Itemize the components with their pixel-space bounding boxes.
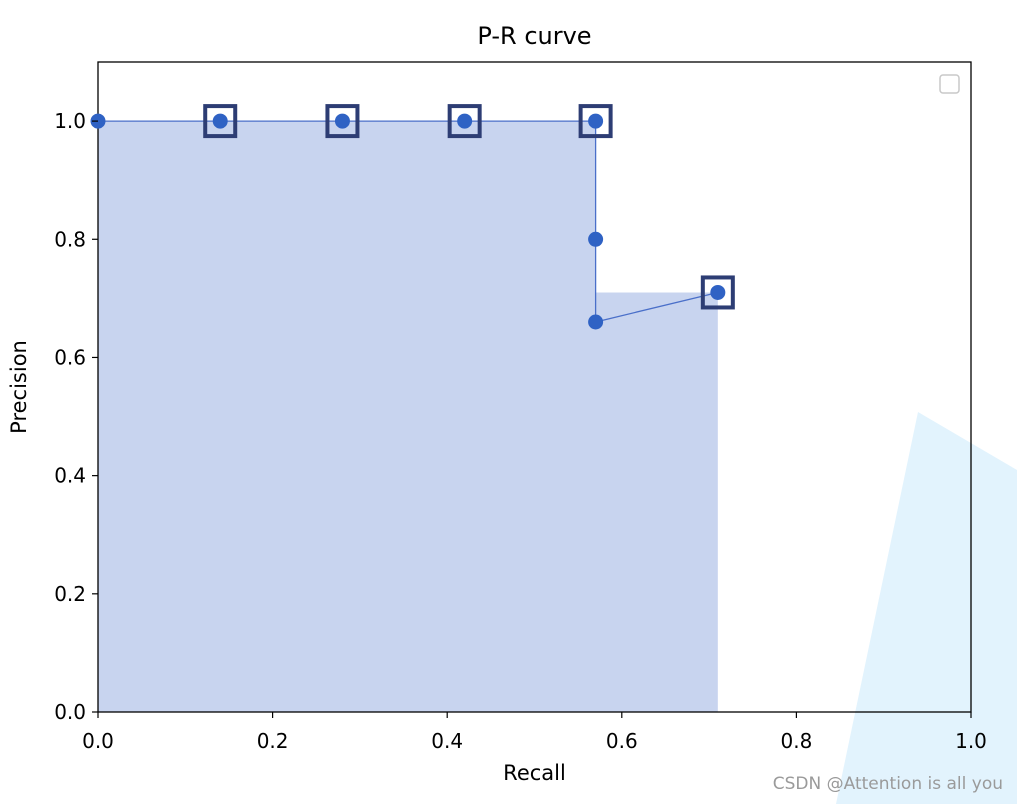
highlight-box-2 xyxy=(447,104,482,139)
data-point-4 xyxy=(588,113,604,129)
data-point-5 xyxy=(588,231,604,247)
watermark-text: CSDN @Attention is all you xyxy=(772,774,1003,794)
y-tick-label-1: 0.2 xyxy=(54,582,86,606)
x-tick-label-3: 0.6 xyxy=(606,729,638,753)
y-tick-label-4: 0.8 xyxy=(54,227,86,251)
data-point-7 xyxy=(710,284,726,300)
data-point-2 xyxy=(334,113,350,129)
data-point-1 xyxy=(212,113,228,129)
y-axis-label: Precision xyxy=(7,340,31,434)
y-tick-label-0: 0.0 xyxy=(54,700,86,724)
highlight-box-0 xyxy=(203,104,238,139)
x-tick-label-2: 0.4 xyxy=(431,729,463,753)
background-decoration xyxy=(836,412,1017,804)
plot-frame xyxy=(97,61,972,713)
y-tick-label-2: 0.4 xyxy=(54,464,86,488)
x-tick-label-4: 0.8 xyxy=(780,729,812,753)
pr-curve-line xyxy=(98,120,718,323)
chart-title: P-R curve xyxy=(477,22,591,50)
pr-area-fill xyxy=(98,121,718,712)
x-axis-label: Recall xyxy=(503,761,566,785)
data-point-6 xyxy=(588,314,604,330)
highlight-box-3 xyxy=(578,104,613,139)
data-point-3 xyxy=(457,113,473,129)
x-tick-label-5: 1.0 xyxy=(955,729,987,753)
highlight-box-1 xyxy=(325,104,360,139)
highlight-box-4 xyxy=(700,275,735,310)
x-tick-label-0: 0.0 xyxy=(82,729,114,753)
legend-box xyxy=(939,74,960,94)
x-tick-label-1: 0.2 xyxy=(257,729,289,753)
y-tick-label-5: 1.0 xyxy=(54,109,86,133)
y-tick-label-3: 0.6 xyxy=(54,345,86,369)
